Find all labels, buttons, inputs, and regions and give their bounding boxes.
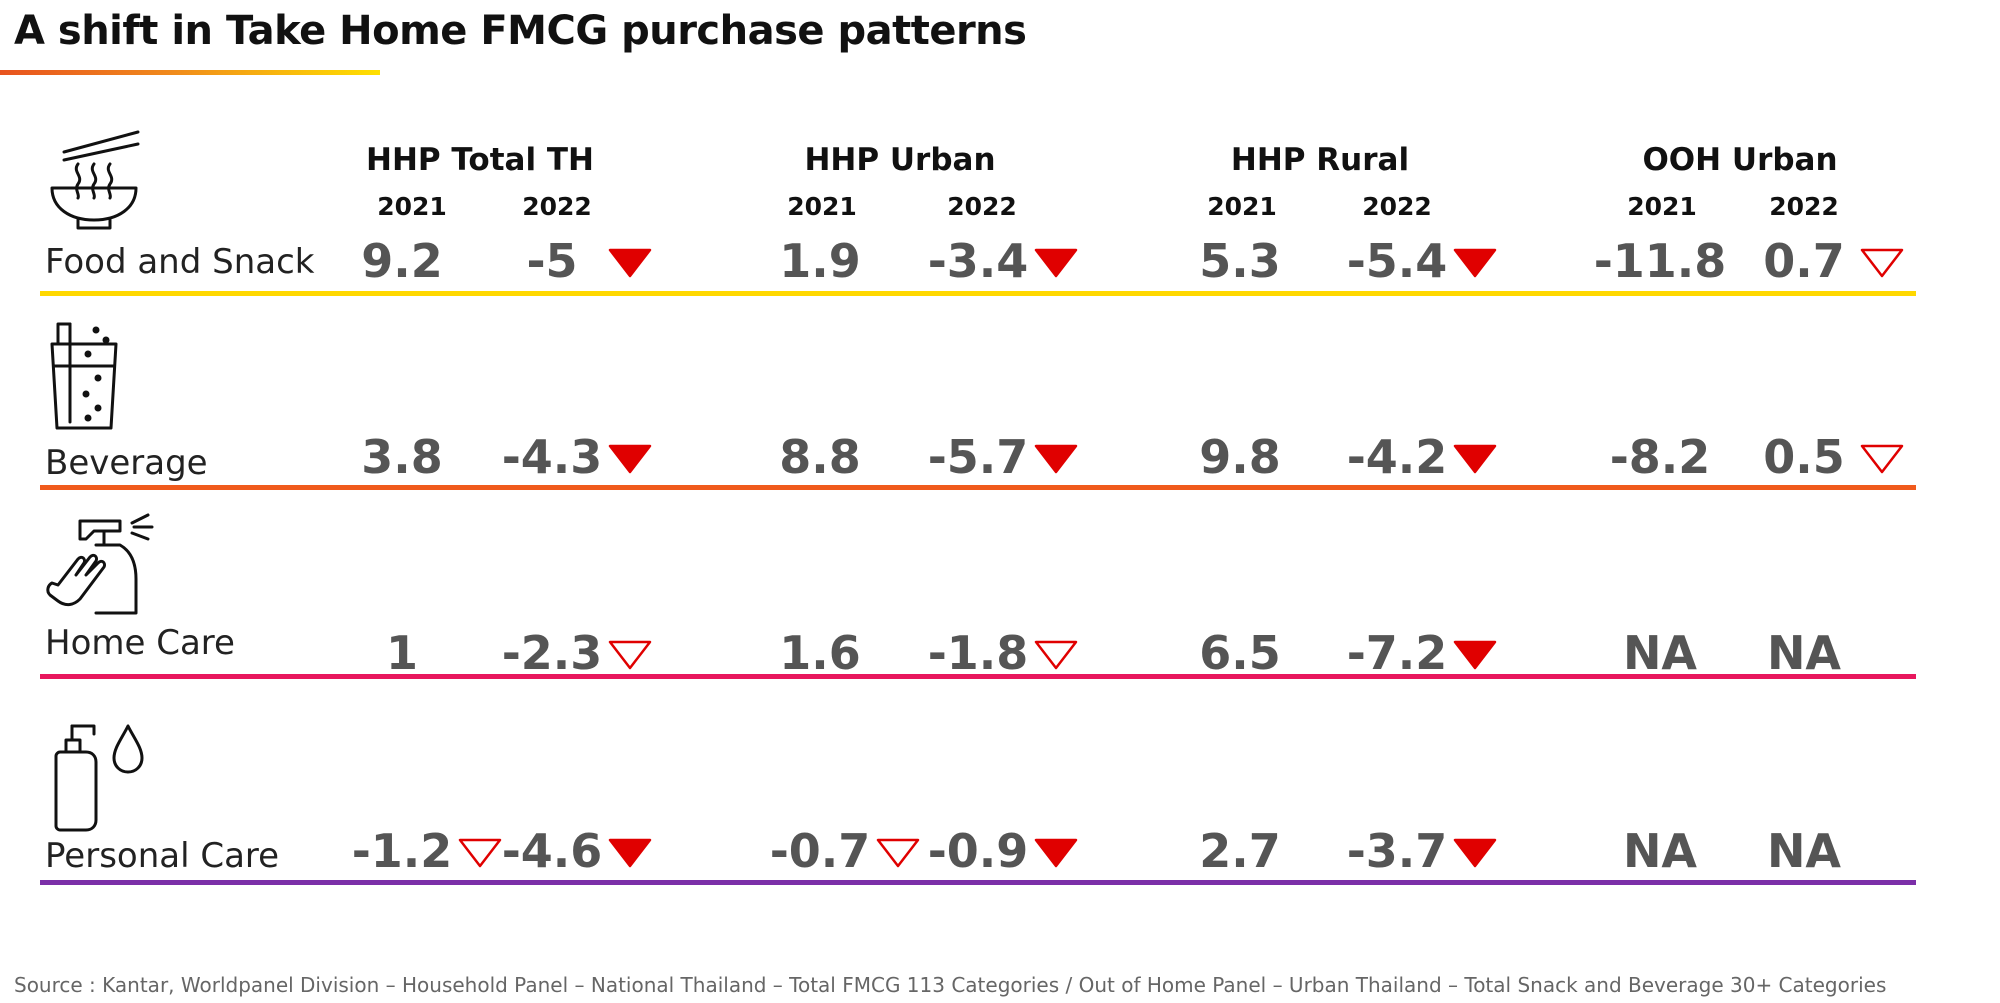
down-arrow-filled-icon bbox=[1034, 838, 1078, 868]
value-cell: 9.2 bbox=[361, 234, 443, 288]
value-cell: -0.7 bbox=[769, 824, 871, 878]
down-arrow-filled-icon bbox=[1453, 444, 1497, 474]
value-cell: 5.3 bbox=[1199, 234, 1281, 288]
value-cell: -11.8 bbox=[1593, 234, 1727, 288]
value-cell: 2.7 bbox=[1199, 824, 1281, 878]
group-header-hhp-total: HHP Total TH bbox=[366, 142, 594, 178]
down-arrow-filled-icon bbox=[608, 248, 652, 278]
title-underline bbox=[0, 70, 380, 75]
down-arrow-outline-icon bbox=[876, 838, 920, 868]
value-cell: 0.7 bbox=[1763, 234, 1845, 288]
group-header-ooh-urban: OOH Urban bbox=[1642, 142, 1838, 178]
noodle-bowl-icon bbox=[50, 130, 140, 230]
down-arrow-filled-icon bbox=[1453, 838, 1497, 868]
down-arrow-filled-icon bbox=[608, 838, 652, 868]
value-cell: -3.4 bbox=[927, 234, 1029, 288]
year-label: 2021 bbox=[1207, 192, 1277, 221]
year-label: 2022 bbox=[1362, 192, 1432, 221]
value-cell: 1 bbox=[385, 626, 418, 680]
down-arrow-outline-icon bbox=[608, 640, 652, 670]
value-cell: NA bbox=[1622, 626, 1698, 680]
value-cell: 6.5 bbox=[1199, 626, 1281, 680]
value-cell: -4.6 bbox=[501, 824, 603, 878]
year-label: 2022 bbox=[947, 192, 1017, 221]
value-cell: -4.3 bbox=[501, 430, 603, 484]
down-arrow-outline-icon bbox=[1860, 248, 1904, 278]
value-cell: NA bbox=[1622, 824, 1698, 878]
source-note: Source : Kantar, Worldpanel Division – H… bbox=[14, 973, 1887, 997]
value-cell: -5.4 bbox=[1346, 234, 1448, 288]
value-cell: NA bbox=[1766, 824, 1842, 878]
year-label: 2021 bbox=[787, 192, 857, 221]
value-cell: NA bbox=[1766, 626, 1842, 680]
row-divider-beverage bbox=[40, 485, 1916, 490]
value-cell: -2.3 bbox=[501, 626, 603, 680]
down-arrow-filled-icon bbox=[1453, 640, 1497, 670]
down-arrow-filled-icon bbox=[1034, 248, 1078, 278]
year-label: 2021 bbox=[377, 192, 447, 221]
group-header-hhp-rural: HHP Rural bbox=[1230, 142, 1410, 178]
down-arrow-filled-icon bbox=[608, 444, 652, 474]
spray-bottle-icon bbox=[46, 513, 154, 615]
value-cell: 1.6 bbox=[779, 626, 861, 680]
value-cell: -7.2 bbox=[1346, 626, 1448, 680]
down-arrow-outline-icon bbox=[1034, 640, 1078, 670]
row-divider-personal-care bbox=[40, 880, 1916, 885]
soap-dispenser-icon bbox=[54, 724, 144, 832]
year-label: 2022 bbox=[522, 192, 592, 221]
row-label-personal-care: Personal Care bbox=[45, 836, 280, 876]
row-label-home-care: Home Care bbox=[45, 623, 235, 663]
page-title: A shift in Take Home FMCG purchase patte… bbox=[14, 8, 1027, 54]
down-arrow-filled-icon bbox=[1034, 444, 1078, 474]
value-cell: -1.8 bbox=[927, 626, 1029, 680]
row-label-beverage: Beverage bbox=[45, 443, 208, 483]
value-cell: -3.7 bbox=[1346, 824, 1448, 878]
value-cell: -5 bbox=[526, 234, 578, 288]
drink-glass-icon bbox=[50, 322, 118, 430]
group-header-hhp-urban: HHP Urban bbox=[804, 142, 996, 178]
row-divider-food bbox=[40, 291, 1916, 296]
down-arrow-outline-icon bbox=[1860, 444, 1904, 474]
value-cell: 0.5 bbox=[1763, 430, 1845, 484]
year-label: 2022 bbox=[1769, 192, 1839, 221]
row-divider-home-care bbox=[40, 674, 1916, 679]
down-arrow-filled-icon bbox=[1453, 248, 1497, 278]
value-cell: -4.2 bbox=[1346, 430, 1448, 484]
value-cell: 9.8 bbox=[1199, 430, 1281, 484]
down-arrow-outline-icon bbox=[458, 838, 502, 868]
value-cell: 3.8 bbox=[361, 430, 443, 484]
row-label-food-and-snack: Food and Snack bbox=[45, 242, 315, 282]
value-cell: 8.8 bbox=[779, 430, 861, 484]
year-label: 2021 bbox=[1627, 192, 1697, 221]
value-cell: -1.2 bbox=[351, 824, 453, 878]
value-cell: -0.9 bbox=[927, 824, 1029, 878]
value-cell: -5.7 bbox=[927, 430, 1029, 484]
value-cell: -8.2 bbox=[1609, 430, 1711, 484]
value-cell: 1.9 bbox=[779, 234, 861, 288]
